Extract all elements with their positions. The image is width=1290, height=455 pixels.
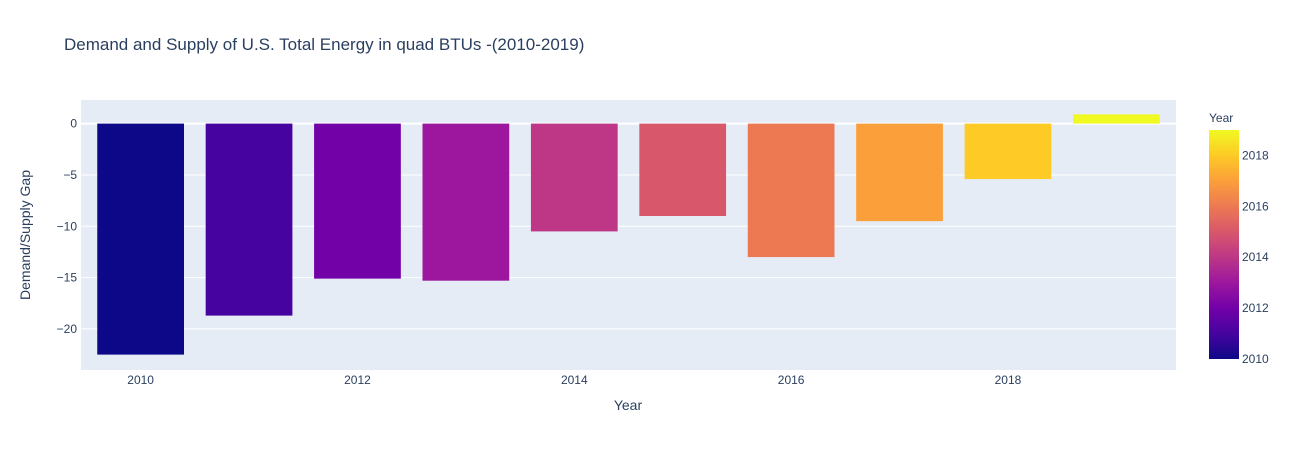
colorbar-title: Year (1209, 111, 1233, 125)
x-axis-title: Year (614, 397, 643, 413)
x-tick-label: 2014 (561, 373, 588, 387)
colorbar-tick-label: 2014 (1242, 250, 1269, 264)
colorbar-gradient (1209, 130, 1239, 359)
colorbar: Year 2010 2012 2014 2016 2018 (1209, 111, 1269, 366)
chart-title: Demand and Supply of U.S. Total Energy i… (64, 35, 584, 54)
bar-2019 (1073, 114, 1160, 124)
bar-2014 (530, 123, 618, 232)
bar-2015 (639, 123, 727, 217)
bar-2018 (964, 123, 1052, 180)
bar-2012 (314, 123, 401, 279)
x-tick-label: 2010 (127, 373, 154, 387)
y-axis-ticks: 0 −5 −10 −15 −20 (57, 117, 78, 336)
y-tick-label: −10 (57, 219, 78, 233)
bar-2013 (422, 123, 510, 281)
colorbar-tick-label: 2016 (1242, 199, 1269, 213)
bar-2017 (856, 123, 943, 222)
x-tick-label: 2012 (344, 373, 371, 387)
bars (97, 114, 1160, 355)
colorbar-tick-label: 2012 (1242, 301, 1269, 315)
y-tick-label: −5 (63, 168, 77, 182)
bar-2010 (97, 123, 184, 355)
x-tick-label: 2016 (778, 373, 805, 387)
bar-2011 (205, 123, 293, 316)
y-tick-label: −20 (57, 322, 78, 336)
colorbar-ticks: 2010 2012 2014 2016 2018 (1242, 148, 1269, 366)
y-tick-label: 0 (70, 117, 77, 131)
colorbar-tick-label: 2010 (1242, 352, 1269, 366)
y-tick-label: −15 (57, 271, 78, 285)
x-tick-label: 2018 (995, 373, 1022, 387)
y-axis-title: Demand/Supply Gap (17, 170, 33, 300)
bar-2016 (747, 123, 835, 258)
colorbar-tick-label: 2018 (1242, 148, 1269, 162)
x-axis-ticks: 2010 2012 2014 2016 2018 (127, 373, 1021, 387)
